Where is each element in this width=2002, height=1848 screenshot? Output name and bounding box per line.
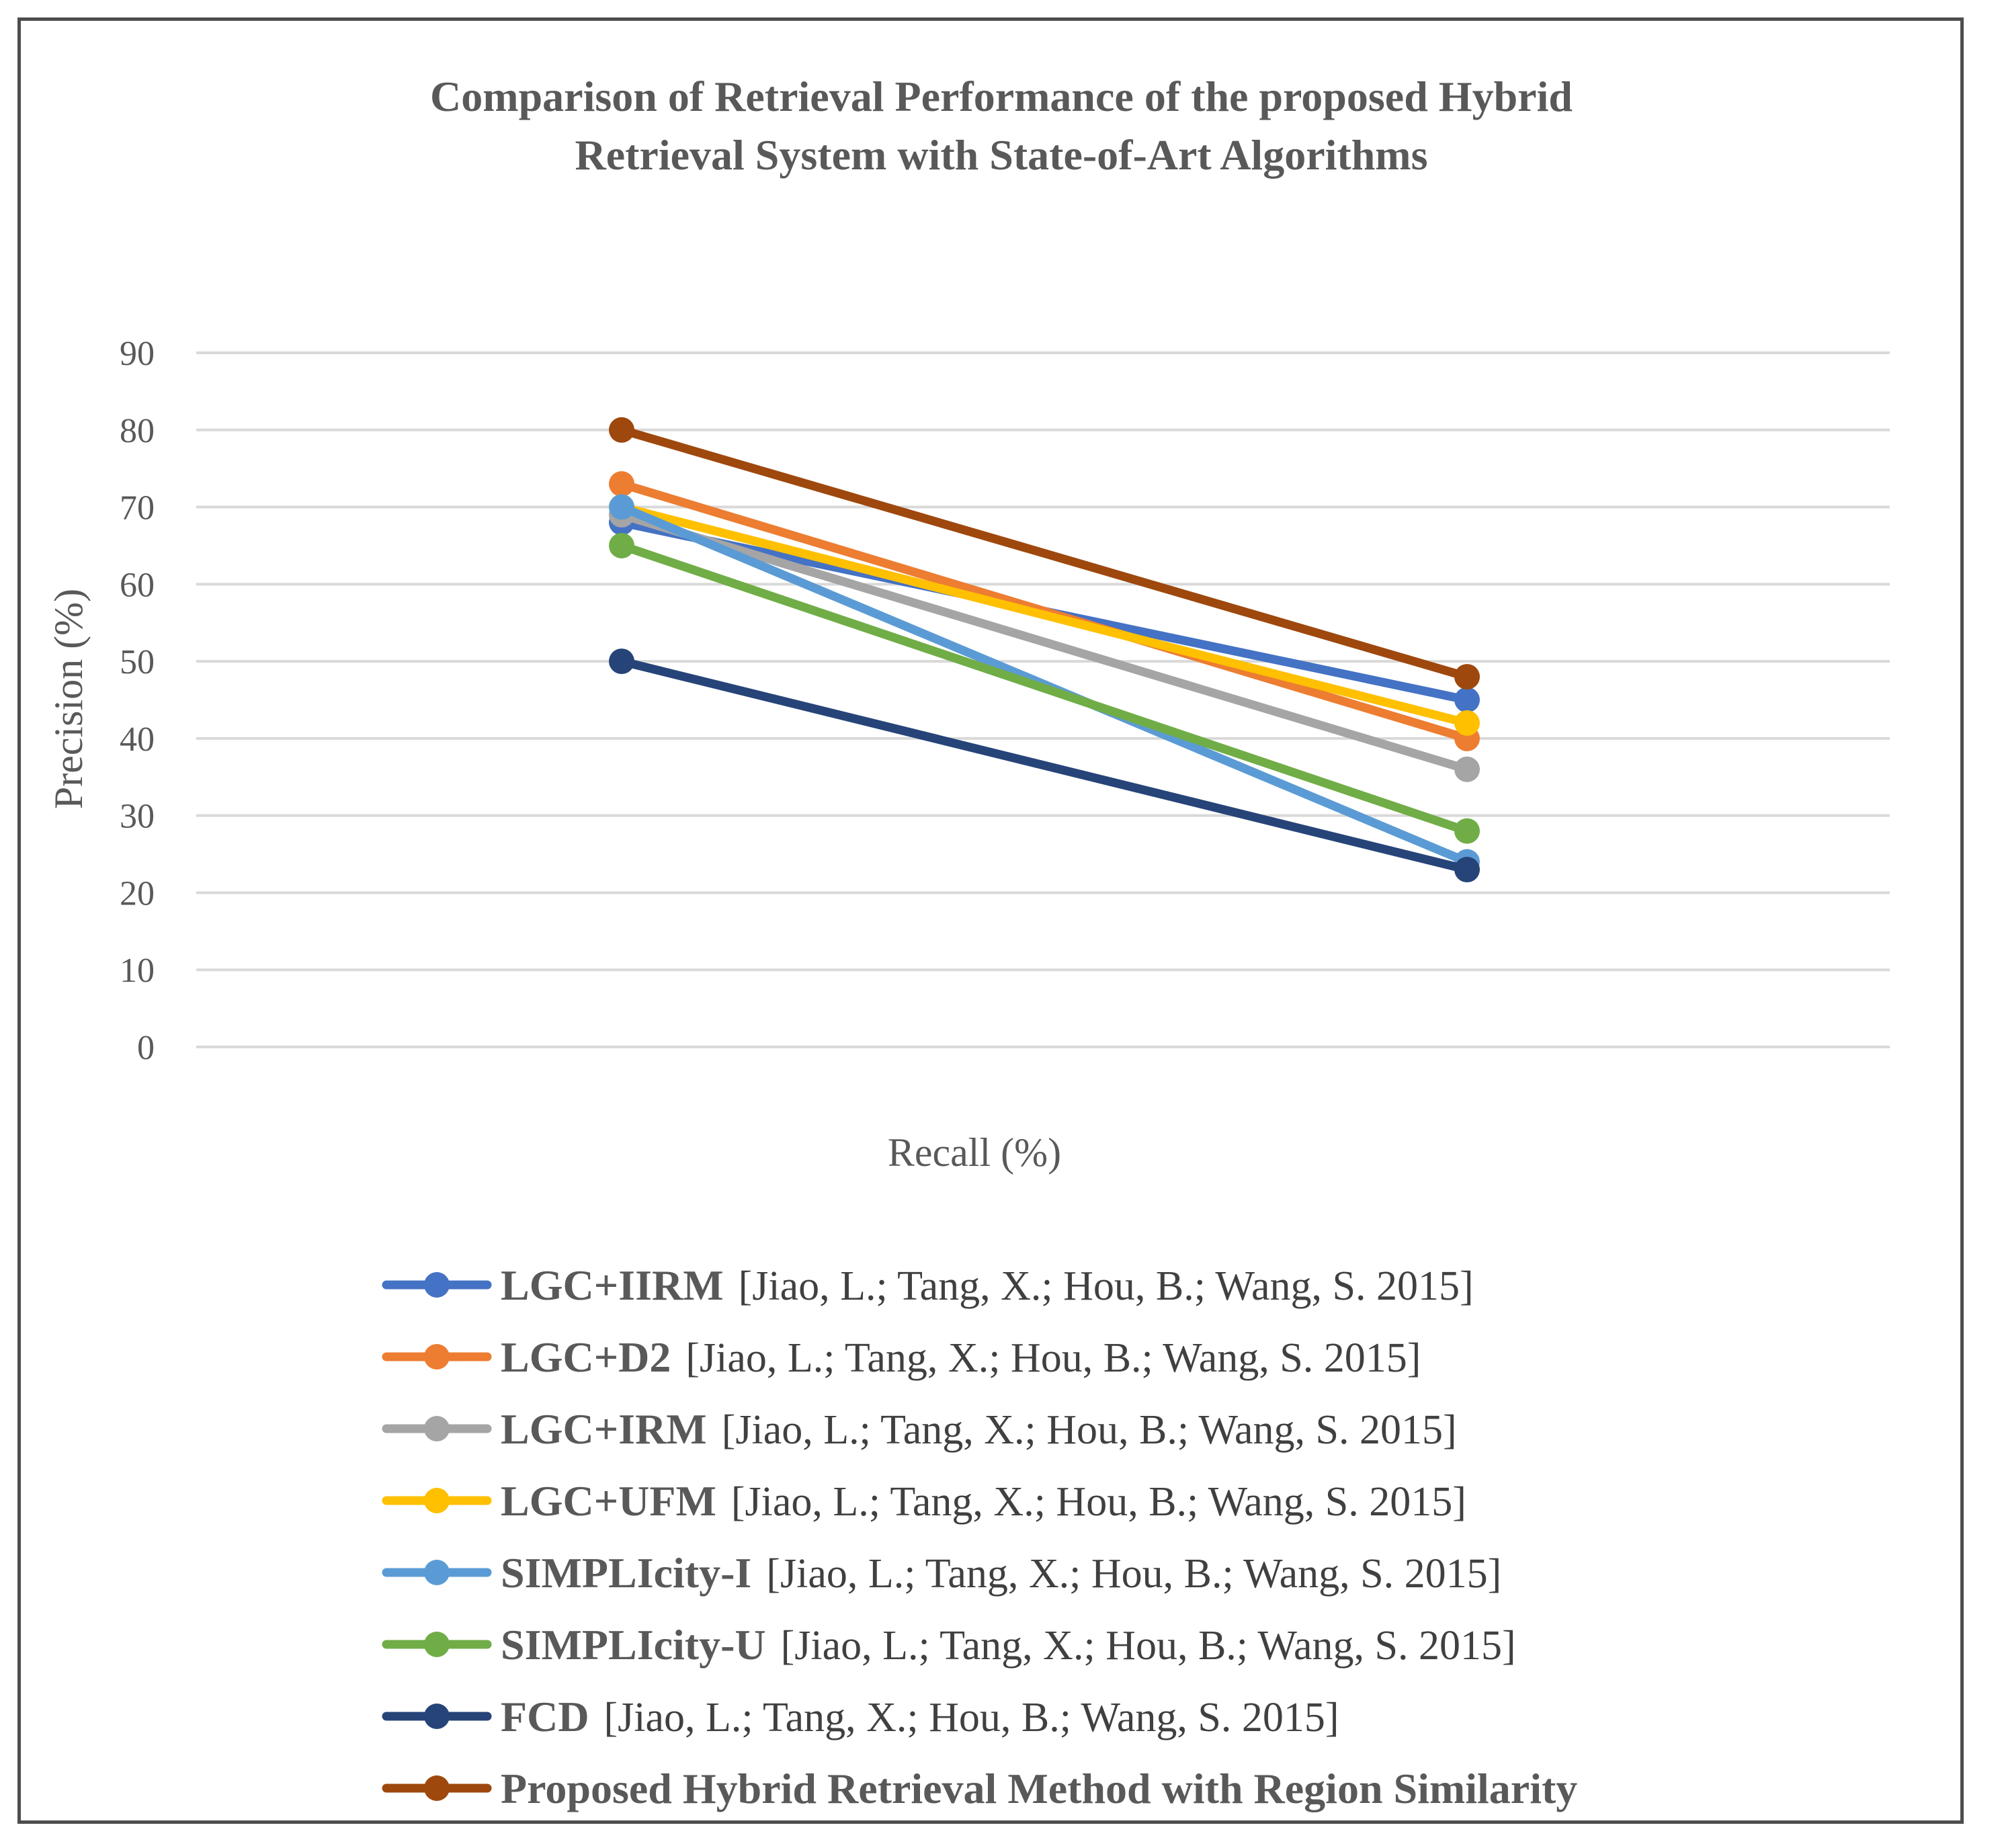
data-point xyxy=(1454,818,1480,844)
legend-entry: SIMPLIcity-I [Jiao, L.; Tang, X.; Hou, B.… xyxy=(382,1549,1501,1597)
y-tick-label: 20 xyxy=(120,874,155,913)
y-tick-label: 30 xyxy=(120,798,155,836)
y-tick-label: 0 xyxy=(137,1029,155,1067)
y-tick-label: 90 xyxy=(120,335,155,373)
series-line xyxy=(617,425,1472,681)
legend: LGC+IIRM [Jiao, L.; Tang, X.; Hou, B.; Wa… xyxy=(382,1261,1577,1812)
legend-label: Proposed Hybrid Retrieval Method with Re… xyxy=(501,1765,1577,1812)
legend-swatch-marker xyxy=(424,1560,450,1585)
data-point xyxy=(1454,687,1480,713)
y-tick-label: 60 xyxy=(120,566,155,604)
legend-citation: [Jiao, L.; Tang, X.; Hou, B.; Wang, S. 2… xyxy=(722,1407,1457,1453)
series-layer xyxy=(609,417,1480,883)
data-point xyxy=(609,471,634,497)
legend-swatch-marker xyxy=(424,1272,450,1298)
gridlines xyxy=(196,351,1890,1048)
legend-swatch-marker xyxy=(424,1704,450,1729)
y-axis-ticks: 0 10 20 30 40 50 60 70 80 90 xyxy=(120,335,155,1067)
legend-label: FCD [Jiao, L.; Tang, X.; Hou, B.; Wang, S… xyxy=(501,1693,1339,1740)
series-line xyxy=(617,541,1472,836)
y-tick-label: 10 xyxy=(120,952,155,990)
y-tick-label: 50 xyxy=(120,643,155,681)
series-5 xyxy=(609,532,1480,844)
legend-entry: FCD [Jiao, L.; Tang, X.; Hou, B.; Wang, S… xyxy=(382,1693,1339,1740)
legend-swatch-marker xyxy=(424,1632,450,1657)
series-line xyxy=(617,503,1472,728)
legend-citation: [Jiao, L.; Tang, X.; Hou, B.; Wang, S. 2… xyxy=(781,1623,1516,1669)
series-line xyxy=(617,510,1472,774)
legend-citation: [Jiao, L.; Tang, X.; Hou, B.; Wang, S. 2… xyxy=(766,1551,1501,1597)
legend-label: SIMPLIcity-U [Jiao, L.; Tang, X.; Hou, B.… xyxy=(501,1621,1516,1669)
legend-series-name: SIMPLIcity-I xyxy=(501,1549,751,1597)
legend-swatch-marker xyxy=(424,1344,450,1370)
legend-label: LGC+IIRM [Jiao, L.; Tang, X.; Hou, B.; Wa… xyxy=(501,1261,1474,1309)
legend-entry: LGC+IRM [Jiao, L.; Tang, X.; Hou, B.; Wan… xyxy=(382,1405,1457,1453)
y-tick-label: 80 xyxy=(120,412,155,450)
legend-series-name: LGC+UFM xyxy=(501,1477,716,1525)
legend-citation: [Jiao, L.; Tang, X.; Hou, B.; Wang, S. 2… xyxy=(685,1335,1421,1381)
legend-series-name: SIMPLIcity-U xyxy=(501,1621,766,1669)
legend-label: LGC+D2 [Jiao, L.; Tang, X.; Hou, B.; Wang… xyxy=(501,1333,1421,1381)
data-point xyxy=(1454,664,1480,690)
chart-title-line-1: Comparison of Retrieval Performance of t… xyxy=(430,73,1573,120)
data-point xyxy=(609,648,634,675)
legend-series-name: LGC+IRM xyxy=(501,1405,707,1453)
legend-entry: LGC+IIRM [Jiao, L.; Tang, X.; Hou, B.; Wa… xyxy=(382,1261,1474,1309)
chart-frame xyxy=(17,17,1964,1824)
y-tick-label: 40 xyxy=(120,720,155,759)
legend-citation: [Jiao, L.; Tang, X.; Hou, B.; Wang, S. 2… xyxy=(604,1695,1339,1740)
y-axis-label: Precision (%) xyxy=(46,589,91,809)
data-point xyxy=(609,494,634,520)
legend-series-name: Proposed Hybrid Retrieval Method with Re… xyxy=(501,1765,1577,1812)
legend-swatch-marker xyxy=(424,1416,450,1441)
legend-entry: Proposed Hybrid Retrieval Method with Re… xyxy=(382,1765,1577,1812)
legend-citation: [Jiao, L.; Tang, X.; Hou, B.; Wang, S. 2… xyxy=(739,1263,1474,1309)
legend-citation: [Jiao, L.; Tang, X.; Hou, B.; Wang, S. 2… xyxy=(731,1479,1466,1525)
data-point xyxy=(609,417,634,443)
legend-entry: LGC+UFM [Jiao, L.; Tang, X.; Hou, B.; Wan… xyxy=(382,1477,1466,1525)
legend-label: LGC+IRM [Jiao, L.; Tang, X.; Hou, B.; Wan… xyxy=(501,1405,1457,1453)
data-point xyxy=(1454,710,1480,736)
data-point xyxy=(1454,756,1480,782)
x-axis-label: Recall (%) xyxy=(888,1130,1061,1175)
y-tick-label: 70 xyxy=(120,489,155,528)
legend-entry: LGC+D2 [Jiao, L.; Tang, X.; Hou, B.; Wang… xyxy=(382,1333,1421,1381)
series-6 xyxy=(609,648,1480,883)
chart-title-line-2: Retrieval System with State-of-Art Algor… xyxy=(575,131,1427,179)
legend-series-name: FCD xyxy=(501,1693,589,1740)
data-point xyxy=(1454,857,1480,883)
series-7 xyxy=(609,417,1480,690)
legend-series-name: LGC+D2 xyxy=(501,1333,671,1381)
legend-series-name: LGC+IIRM xyxy=(501,1261,724,1309)
legend-swatch-marker xyxy=(424,1488,450,1513)
legend-swatch-marker xyxy=(424,1775,450,1801)
legend-label: LGC+UFM [Jiao, L.; Tang, X.; Hou, B.; Wan… xyxy=(501,1477,1466,1525)
data-point xyxy=(609,532,634,558)
series-line xyxy=(617,657,1472,874)
legend-entry: SIMPLIcity-U [Jiao, L.; Tang, X.; Hou, B.… xyxy=(382,1621,1516,1669)
legend-label: SIMPLIcity-I [Jiao, L.; Tang, X.; Hou, B.… xyxy=(501,1549,1501,1597)
